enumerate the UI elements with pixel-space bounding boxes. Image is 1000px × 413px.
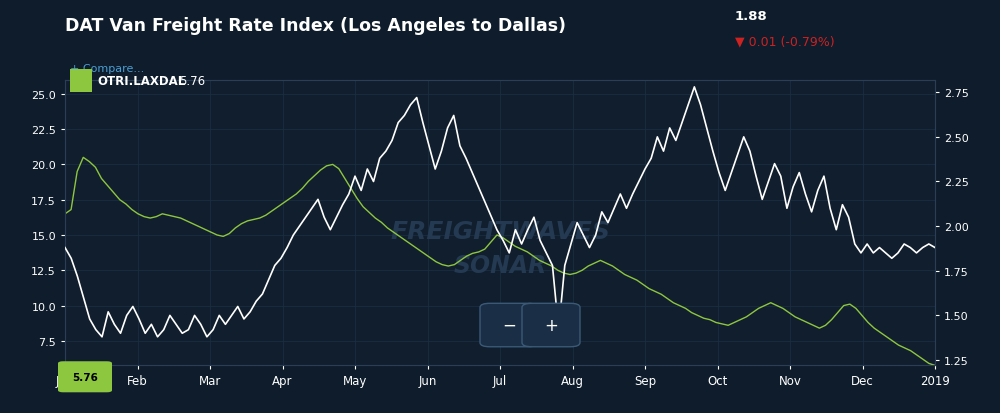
Text: 1.88: 1.88 xyxy=(735,10,768,23)
Text: +: + xyxy=(544,316,558,334)
Text: + Compare...: + Compare... xyxy=(70,64,144,74)
Text: 5.76: 5.76 xyxy=(72,372,98,382)
Text: −: − xyxy=(502,316,516,334)
Text: 5.76: 5.76 xyxy=(179,75,205,88)
Text: ▼ 0.01 (-0.79%): ▼ 0.01 (-0.79%) xyxy=(735,35,835,48)
Text: SONAR: SONAR xyxy=(453,254,547,278)
Text: FREIGHTWAVES: FREIGHTWAVES xyxy=(390,220,610,244)
Text: DAT Van Freight Rate Index (Los Angeles to Dallas): DAT Van Freight Rate Index (Los Angeles … xyxy=(65,17,566,34)
Text: OTRI.LAXDAL: OTRI.LAXDAL xyxy=(97,75,185,88)
